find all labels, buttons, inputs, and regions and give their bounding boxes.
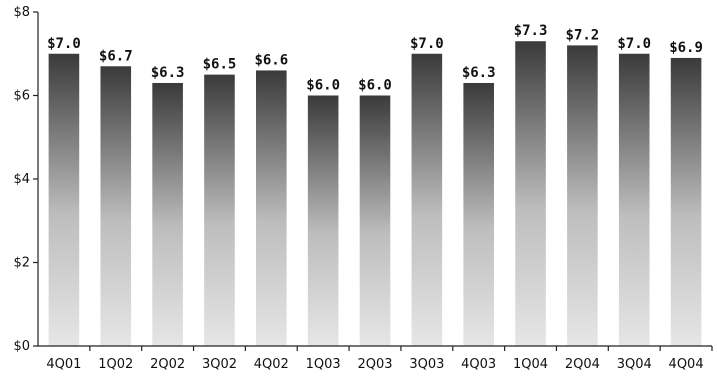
- data-label: $6.6: [254, 52, 288, 68]
- y-tick-label: $6: [13, 89, 30, 104]
- bar: [411, 53, 443, 346]
- data-label: $7.2: [566, 27, 600, 43]
- data-label: $6.0: [358, 78, 392, 94]
- data-label: $6.9: [669, 40, 703, 56]
- data-label: $6.3: [151, 65, 185, 81]
- x-tick-label: 1Q04: [513, 357, 548, 372]
- bar: [100, 66, 132, 347]
- x-tick-label: 2Q04: [565, 357, 600, 372]
- bar: [515, 41, 546, 346]
- bar: [670, 57, 702, 347]
- bar: [204, 74, 235, 346]
- bars: [48, 41, 702, 347]
- data-label: $7.3: [514, 23, 548, 39]
- y-axis: $0 $2 $4 $6 $8: [13, 5, 39, 354]
- bar: [152, 82, 183, 346]
- y-tick-label: $0: [13, 339, 30, 354]
- x-tick-label: 4Q03: [461, 357, 496, 372]
- data-label: $6.5: [203, 57, 237, 73]
- bar: [359, 95, 391, 346]
- x-tick-label: 4Q04: [669, 357, 704, 372]
- bar: [307, 95, 339, 346]
- data-label: $7.0: [617, 36, 651, 52]
- x-tick-label: 1Q03: [306, 357, 341, 372]
- x-tick-label: 4Q01: [46, 357, 81, 372]
- bar: [48, 53, 80, 346]
- data-label: $6.3: [462, 65, 496, 81]
- x-tick-label: 3Q04: [617, 357, 652, 372]
- y-tick-label: $4: [13, 172, 30, 187]
- y-tick-label: $2: [13, 256, 30, 271]
- data-label: $7.0: [410, 36, 444, 52]
- bar: [618, 53, 650, 346]
- x-tick-label: 2Q02: [150, 357, 185, 372]
- x-tick-label: 2Q03: [357, 357, 392, 372]
- bar: [567, 45, 598, 347]
- x-tick-label: 3Q02: [202, 357, 237, 372]
- data-labels: $7.0 $6.7 $6.3 $6.5 $6.6 $6.0 $6.0 $7.0 $6.3 $7.3…: [47, 23, 703, 93]
- x-tick-label: 4Q02: [254, 357, 289, 372]
- x-tick-label: 3Q03: [409, 357, 444, 372]
- data-label: $6.0: [306, 78, 340, 94]
- x-axis: 4Q01 1Q02 2Q02 3Q02 4Q02 1Q03 2Q03 3Q03 4Q03 1Q04…: [38, 345, 713, 372]
- bar: [256, 70, 287, 346]
- x-tick-label: 1Q02: [98, 357, 133, 372]
- y-tick-label: $8: [13, 5, 30, 20]
- data-label: $7.0: [47, 36, 81, 52]
- bar: [463, 82, 494, 346]
- data-label: $6.7: [99, 48, 133, 64]
